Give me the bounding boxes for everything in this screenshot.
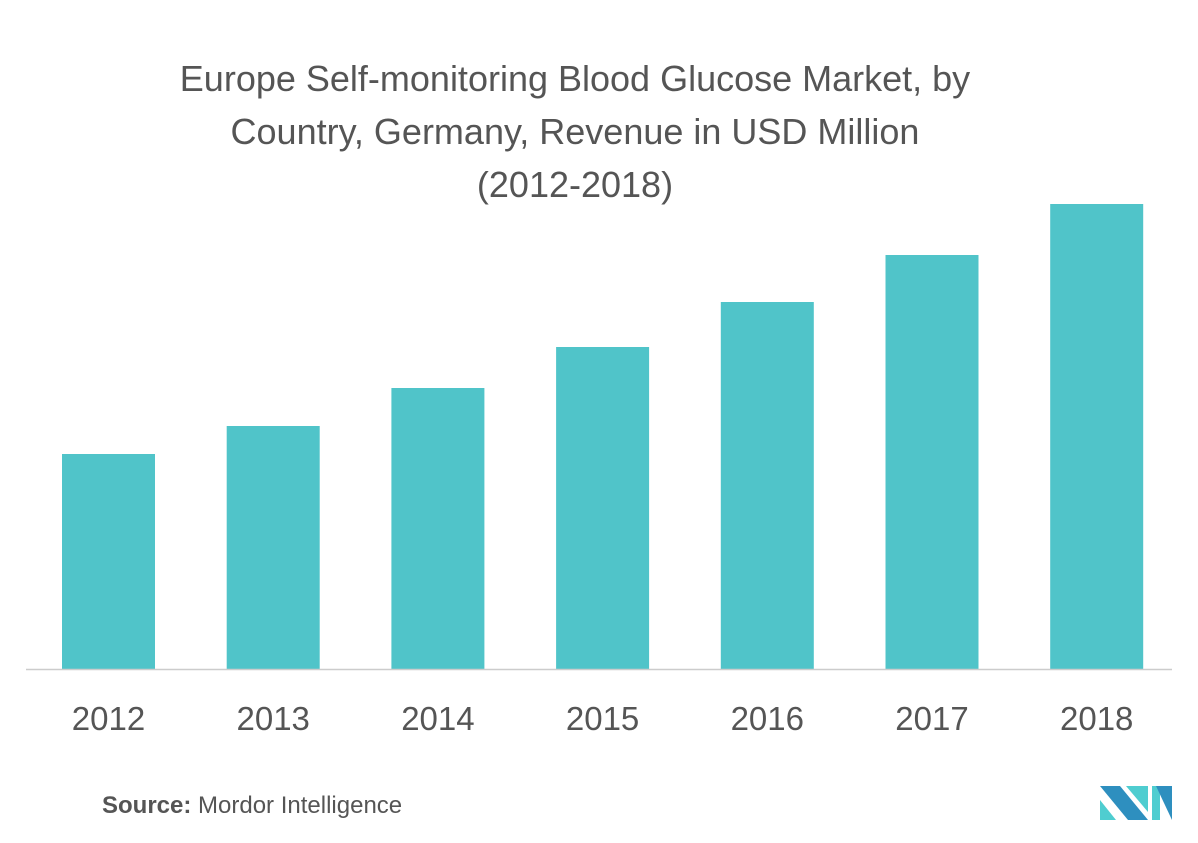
x-tick-label: 2018 — [1060, 700, 1133, 737]
x-tick-label: 2017 — [895, 700, 968, 737]
bar-2017 — [885, 255, 979, 669]
x-tick-label: 2013 — [236, 700, 309, 737]
bar-2014 — [391, 388, 485, 669]
bar-2013 — [226, 426, 320, 669]
bar-2015 — [556, 347, 650, 669]
bar-2018 — [1050, 204, 1144, 669]
bar-2016 — [720, 302, 814, 669]
x-tick-label: 2016 — [731, 700, 804, 737]
bar-2012 — [62, 454, 155, 669]
chart-title: Europe Self-monitoring Blood Glucose Mar… — [0, 52, 1150, 211]
title-line-1: Europe Self-monitoring Blood Glucose Mar… — [179, 58, 971, 99]
source-text: Mordor Intelligence — [198, 792, 403, 819]
x-tick-label: 2012 — [72, 700, 145, 737]
mordor-intelligence-logo-icon — [1100, 786, 1172, 820]
source-note: Source: Mordor Intelligence — [102, 792, 402, 820]
x-tick-label: 2015 — [566, 700, 639, 737]
x-tick-label: 2014 — [401, 700, 474, 737]
title-line-3: (2012-2018) — [476, 164, 674, 205]
source-label: Source: — [102, 792, 192, 819]
title-line-2: Country, Germany, Revenue in USD Million — [230, 111, 920, 152]
